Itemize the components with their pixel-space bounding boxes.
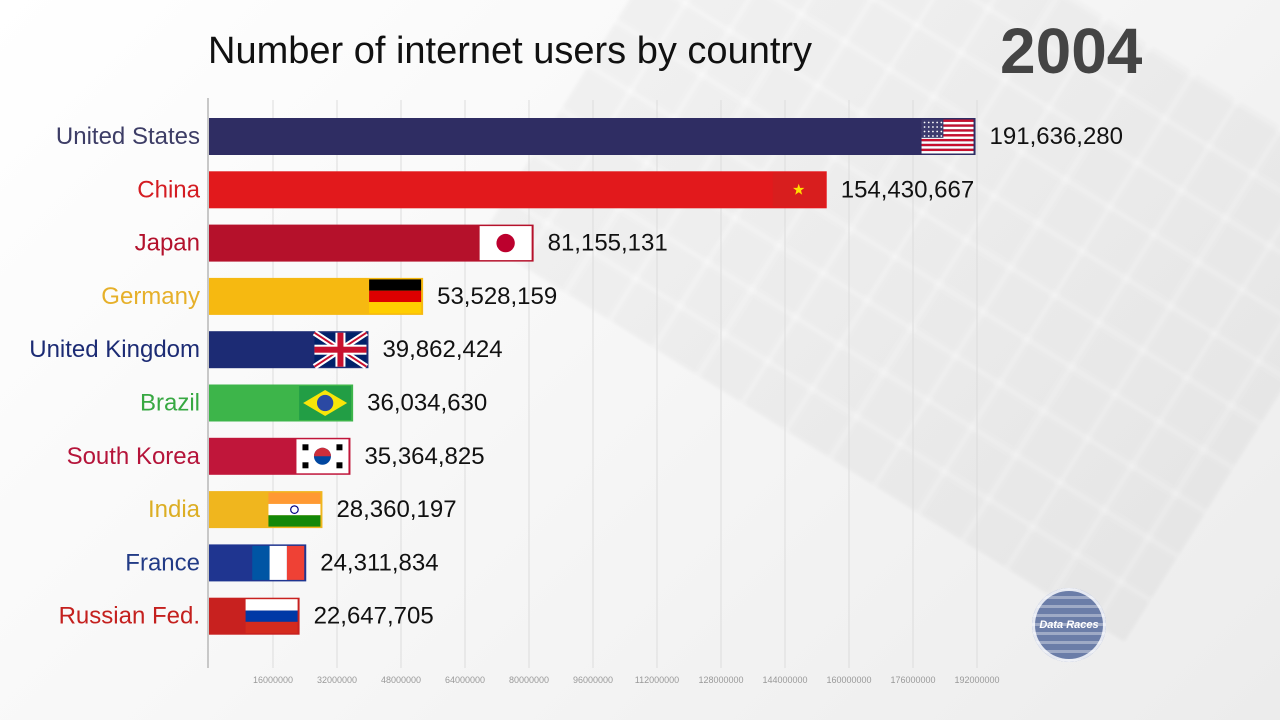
brazil-flag-icon — [299, 386, 352, 420]
x-tick-label: 128000000 — [698, 675, 743, 685]
x-tick-label: 144000000 — [762, 675, 807, 685]
logo-text: Data Races — [1039, 619, 1099, 631]
x-tick-label: 64000000 — [445, 675, 485, 685]
value-label: 53,528,159 — [437, 283, 557, 310]
value-label: 191,636,280 — [990, 123, 1123, 150]
category-label: India — [148, 496, 201, 523]
bar — [209, 171, 827, 209]
category-label: Germany — [101, 283, 200, 310]
x-tick-label: 16000000 — [253, 675, 293, 685]
category-label: France — [125, 549, 200, 576]
x-tick-label: 96000000 — [573, 675, 613, 685]
uk-flag-icon — [312, 330, 369, 370]
x-tick-label: 112000000 — [635, 675, 679, 685]
value-label: 81,155,131 — [548, 230, 668, 257]
category-label: Brazil — [140, 390, 200, 417]
germany-flag-icon — [369, 279, 422, 314]
bar — [209, 118, 976, 155]
data-races-logo: Data Races — [1032, 588, 1106, 662]
south-korea-flag-icon — [296, 439, 349, 474]
usa-flag-icon — [921, 119, 974, 154]
category-label: United States — [56, 123, 200, 150]
category-label: China — [137, 176, 200, 203]
category-label: United Kingdom — [29, 336, 200, 363]
value-label: 154,430,667 — [841, 176, 974, 203]
value-label: 28,360,197 — [336, 496, 456, 523]
india-flag-icon — [268, 492, 321, 527]
russia-flag-icon — [245, 599, 298, 634]
x-tick-label: 80000000 — [509, 675, 549, 685]
value-label: 39,862,424 — [382, 336, 502, 363]
bar — [209, 224, 534, 262]
logo-stripes — [1032, 588, 1106, 662]
value-label: 36,034,630 — [367, 390, 487, 417]
category-label: South Korea — [67, 443, 201, 470]
france-flag-icon — [252, 545, 305, 580]
value-label: 35,364,825 — [364, 443, 484, 470]
year-label: 2004 — [1000, 15, 1143, 87]
china-flag-icon — [772, 172, 825, 207]
value-label: 22,647,705 — [314, 603, 434, 630]
chart-title: Number of internet users by country — [208, 30, 813, 72]
x-tick-label: 176000000 — [890, 675, 935, 685]
japan-flag-icon — [479, 226, 532, 261]
value-label: 24,311,834 — [320, 549, 438, 576]
x-tick-label: 32000000 — [317, 675, 357, 685]
x-tick-label: 160000000 — [826, 675, 871, 685]
x-tick-label: 48000000 — [381, 675, 421, 685]
category-label: Japan — [135, 230, 200, 257]
category-label: Russian Fed. — [59, 603, 200, 630]
x-tick-label: 192000000 — [954, 675, 999, 685]
